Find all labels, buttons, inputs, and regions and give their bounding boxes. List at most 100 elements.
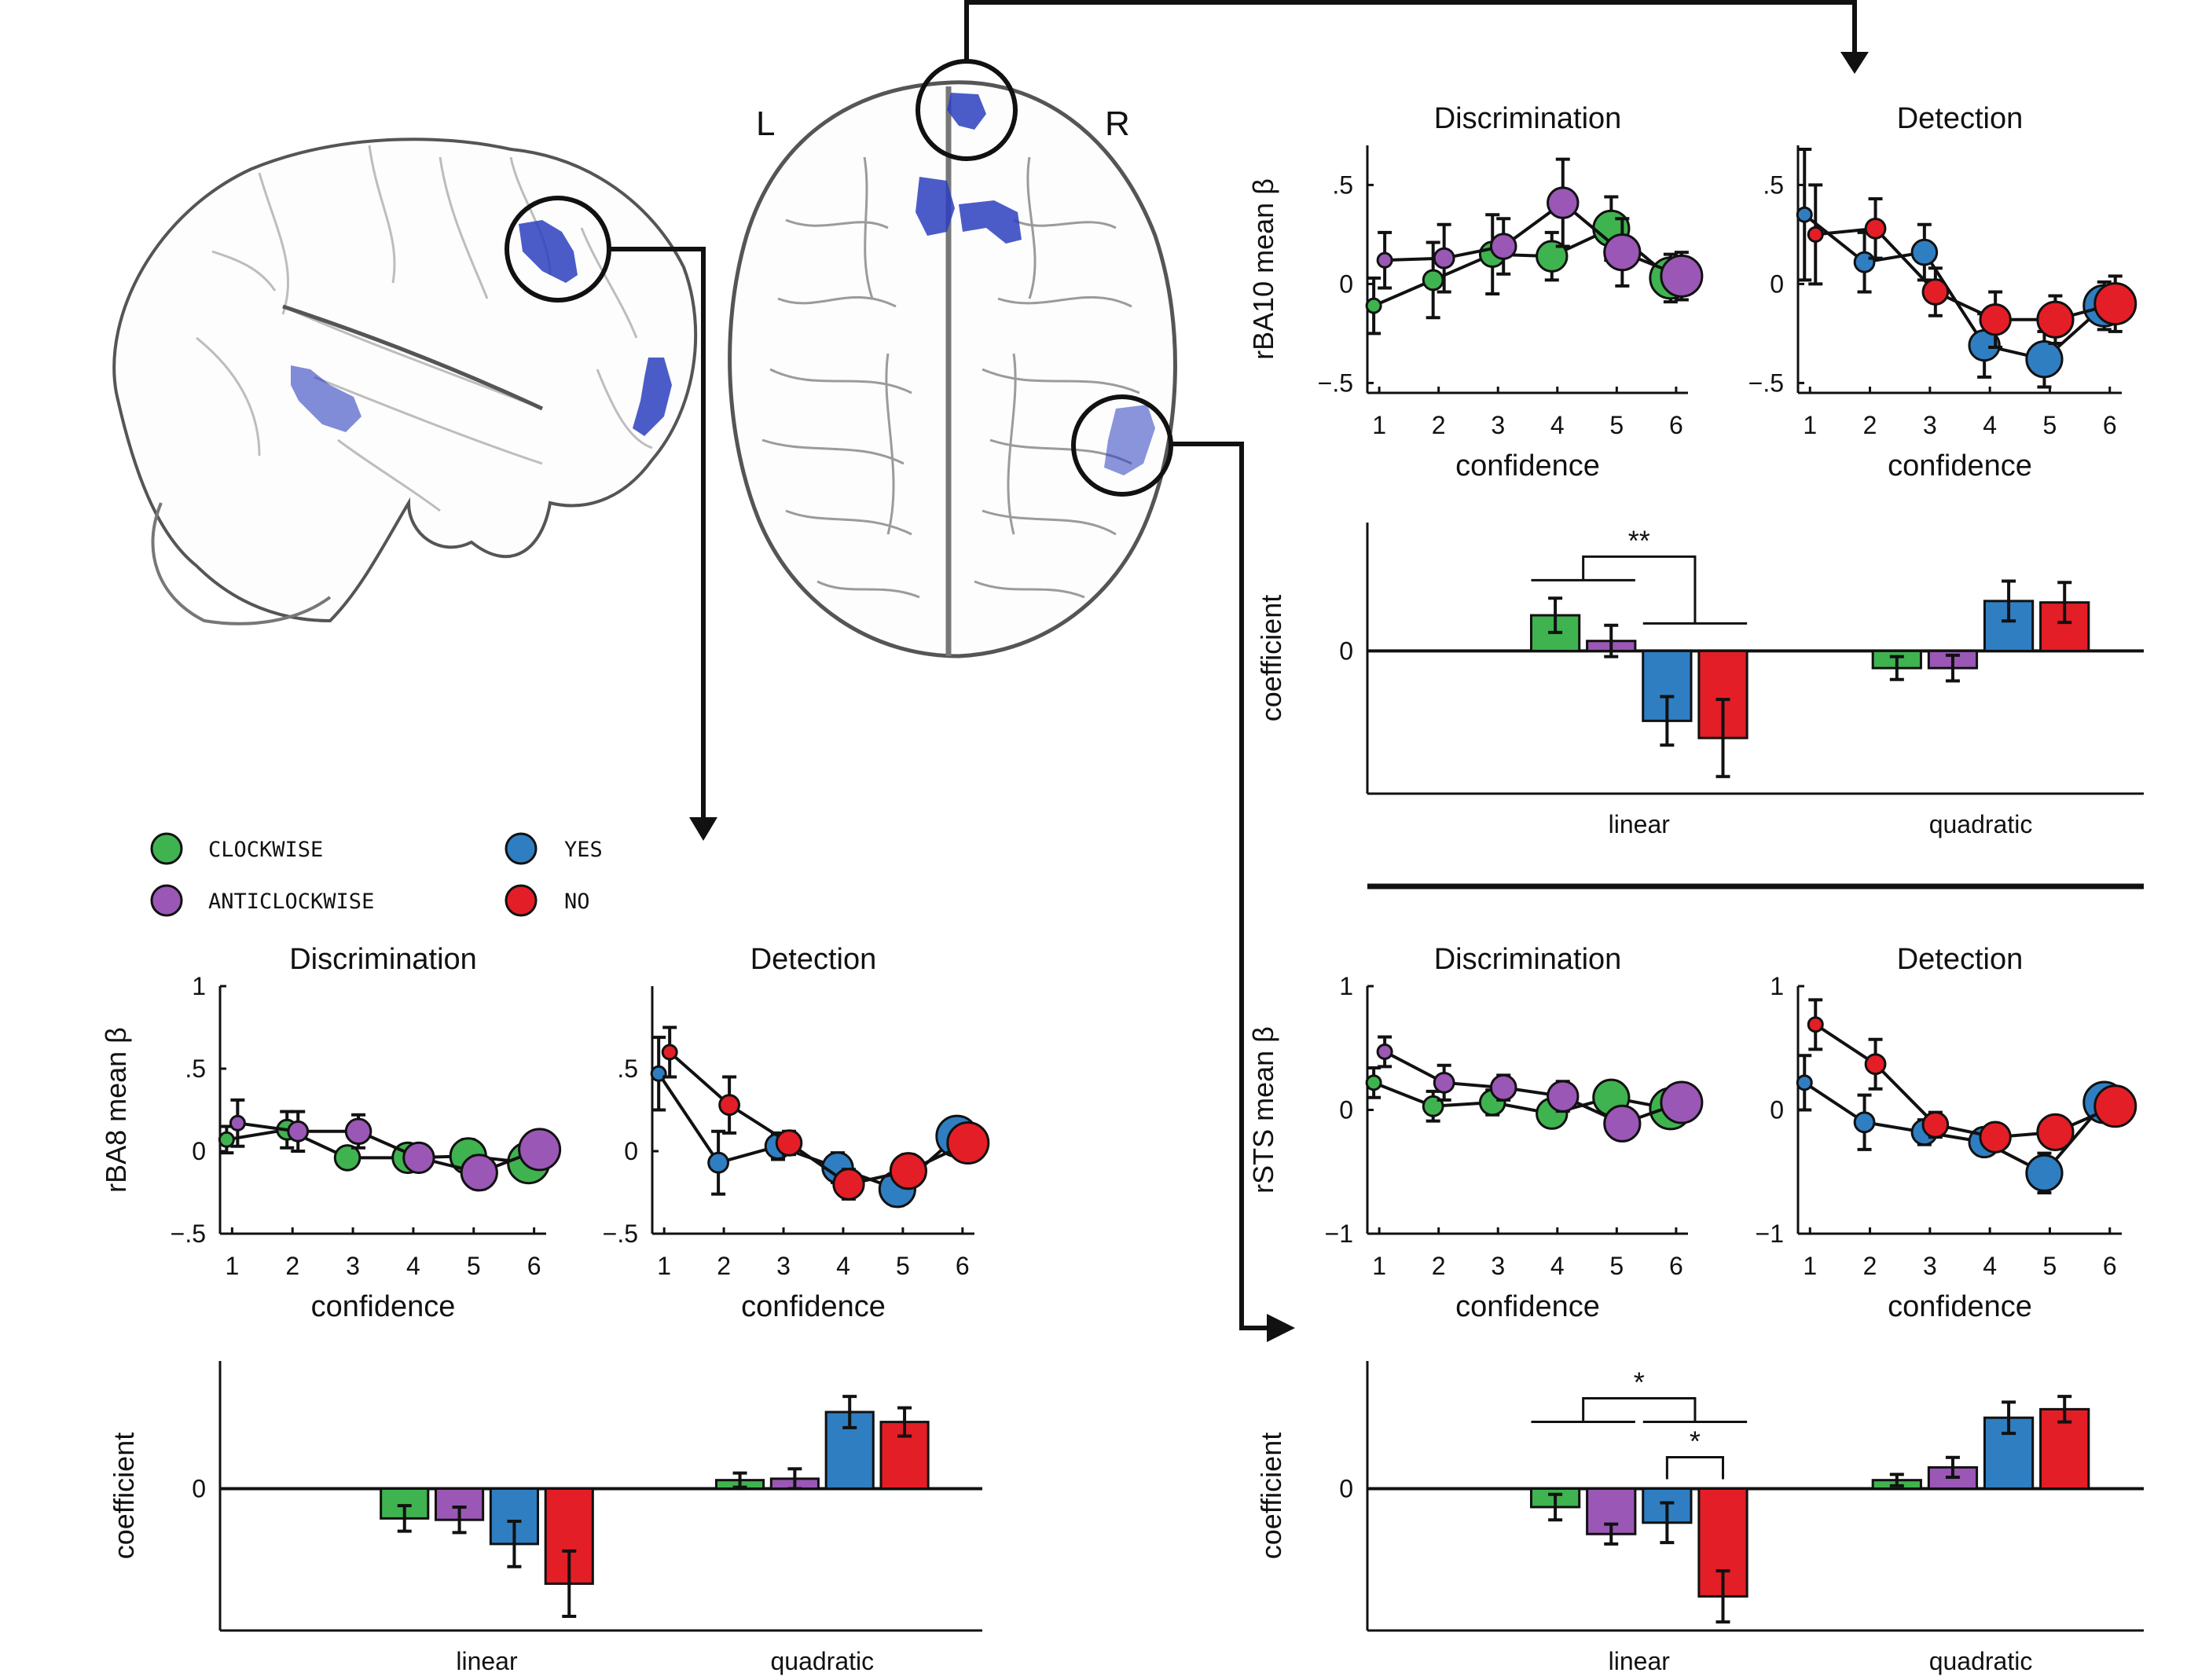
sagittal-sulci bbox=[196, 145, 653, 512]
y-tick-label: .5 bbox=[185, 1055, 206, 1083]
rba8-arrowhead bbox=[689, 817, 717, 841]
data-point-no bbox=[718, 1094, 741, 1117]
x-tick-label: 4 bbox=[1983, 411, 1997, 439]
x-tick-label: 1 bbox=[1803, 1252, 1817, 1280]
chart-rsts-discrimination: −1 0 1 1 2 3 4 5 6 Discrimination confidence rSTS m… bbox=[1247, 943, 1704, 1323]
y-tick-label: 0 bbox=[1339, 1474, 1353, 1502]
legend-no-label: NO bbox=[564, 890, 590, 914]
x-tick-label: 1 bbox=[657, 1252, 671, 1280]
data-point-no bbox=[2093, 1084, 2137, 1128]
significance-bracket bbox=[1582, 1396, 1697, 1422]
x-tick-label: 2 bbox=[285, 1252, 299, 1280]
significance-stars: ** bbox=[1628, 524, 1650, 556]
y-tick-label: 0 bbox=[1770, 270, 1784, 298]
data-point-no bbox=[1921, 278, 1950, 306]
x-tick-label: 4 bbox=[1983, 1252, 1997, 1280]
chart-rba10-discrimination: −.5 0 .5 1 2 3 4 5 6 Discrimination confidence rBA1… bbox=[1247, 102, 1704, 482]
legend-yes-marker bbox=[505, 832, 538, 865]
data-point-anticlockwise bbox=[518, 1128, 562, 1172]
data-point-anticlockwise bbox=[1603, 233, 1642, 272]
x-axis-label: confidence bbox=[1455, 449, 1600, 482]
x-tick-label: 4 bbox=[836, 1252, 850, 1280]
data-point-no bbox=[2093, 282, 2137, 326]
x-tick-label: 2 bbox=[1432, 411, 1446, 439]
x-tick-label: 1 bbox=[1372, 411, 1386, 439]
data-point-no bbox=[1979, 1121, 2012, 1154]
cerebellum-outline bbox=[151, 502, 332, 625]
category-label: linear bbox=[1609, 810, 1671, 838]
x-tick-label: 1 bbox=[225, 1252, 239, 1280]
data-point-no bbox=[946, 1121, 990, 1165]
sagittal-brain bbox=[112, 138, 698, 625]
rba8-connector-arrow bbox=[609, 247, 706, 821]
x-tick-label: 3 bbox=[346, 1252, 360, 1280]
data-point-anticlockwise bbox=[1489, 1073, 1517, 1102]
sagittal-activations bbox=[291, 220, 672, 436]
x-axis-label: confidence bbox=[311, 1290, 456, 1323]
x-tick-label: 2 bbox=[1863, 411, 1877, 439]
data-point-anticlockwise bbox=[344, 1117, 372, 1146]
chart-rsts-detection: −1 0 1 1 2 3 4 5 6 Detection confidence bbox=[1756, 943, 2137, 1323]
data-point-clockwise bbox=[1365, 297, 1382, 314]
axial-activations bbox=[916, 93, 1155, 475]
x-tick-label: 5 bbox=[896, 1252, 910, 1280]
rsts-connector-arrow bbox=[1171, 442, 1273, 1330]
data-point-anticlockwise bbox=[460, 1154, 498, 1192]
brain-right-label: R bbox=[1105, 105, 1130, 143]
data-point-no bbox=[1807, 226, 1824, 243]
chart-title: Detection bbox=[750, 943, 877, 976]
y-tick-label: 0 bbox=[624, 1137, 638, 1165]
significance-stars: * bbox=[1634, 1366, 1645, 1398]
y-tick-label: .5 bbox=[617, 1055, 638, 1083]
data-point-no bbox=[1864, 217, 1887, 240]
legend-yes-label: YES bbox=[564, 838, 603, 862]
x-tick-label: 2 bbox=[717, 1252, 731, 1280]
data-point-anticlockwise bbox=[1376, 251, 1393, 269]
data-point-yes bbox=[650, 1065, 667, 1082]
x-tick-label: 3 bbox=[1491, 411, 1505, 439]
lateral-sulcus bbox=[282, 304, 544, 411]
rba10-arrowhead bbox=[1840, 52, 1869, 74]
data-point-anticlockwise bbox=[1547, 1080, 1580, 1113]
chart-rba8-discrimination: −.5 0 .5 1 1 2 3 4 5 6 Discrimination confidence rBA… bbox=[100, 943, 562, 1323]
data-point-yes bbox=[1796, 1074, 1813, 1091]
x-tick-label: 6 bbox=[1669, 411, 1683, 439]
data-point-anticlockwise bbox=[229, 1114, 246, 1132]
data-point-yes bbox=[1796, 206, 1813, 223]
axial-brain-outline bbox=[728, 80, 1177, 658]
x-tick-label: 2 bbox=[1863, 1252, 1877, 1280]
x-axis-label: confidence bbox=[1455, 1290, 1600, 1323]
y-tick-label: 0 bbox=[1339, 270, 1353, 298]
chart-title: Discrimination bbox=[1434, 102, 1622, 135]
data-point-yes bbox=[1853, 251, 1876, 273]
data-point-yes bbox=[2025, 1154, 2064, 1192]
y-tick-label: −.5 bbox=[171, 1220, 206, 1248]
y-tick-label: −1 bbox=[1325, 1220, 1353, 1248]
data-point-no bbox=[1807, 1016, 1824, 1033]
chart-title: Detection bbox=[1897, 943, 2024, 976]
chart-title: Discrimination bbox=[1434, 943, 1622, 976]
category-label: linear bbox=[1609, 1647, 1671, 1675]
x-tick-label: 5 bbox=[467, 1252, 481, 1280]
x-tick-label: 1 bbox=[1803, 411, 1817, 439]
chart-rba8-detection: −.5 0 .5 1 2 3 4 5 6 Detection confidence bbox=[603, 943, 990, 1323]
y-tick-label: 1 bbox=[1770, 972, 1784, 1000]
y-axis-label: rSTS mean β bbox=[1247, 1026, 1279, 1194]
x-tick-label: 3 bbox=[1923, 1252, 1937, 1280]
y-tick-label: −.5 bbox=[1748, 369, 1784, 397]
x-tick-label: 6 bbox=[2103, 411, 2117, 439]
brain-illustrations: L R bbox=[112, 59, 1177, 658]
data-point-clockwise bbox=[1536, 240, 1569, 273]
x-tick-label: 1 bbox=[1372, 1252, 1386, 1280]
x-tick-label: 6 bbox=[527, 1252, 541, 1280]
y-tick-label: 0 bbox=[1339, 1096, 1353, 1124]
category-label: quadratic bbox=[1929, 810, 2033, 838]
x-axis-label: confidence bbox=[1888, 449, 2032, 482]
significance-bracket bbox=[1582, 555, 1697, 624]
data-point-clockwise bbox=[218, 1131, 235, 1148]
legend-no-marker bbox=[505, 884, 538, 917]
y-tick-label: .5 bbox=[1332, 171, 1353, 199]
chart-title: Discrimination bbox=[289, 943, 477, 976]
y-axis-label: rBA10 mean β bbox=[1247, 178, 1279, 360]
